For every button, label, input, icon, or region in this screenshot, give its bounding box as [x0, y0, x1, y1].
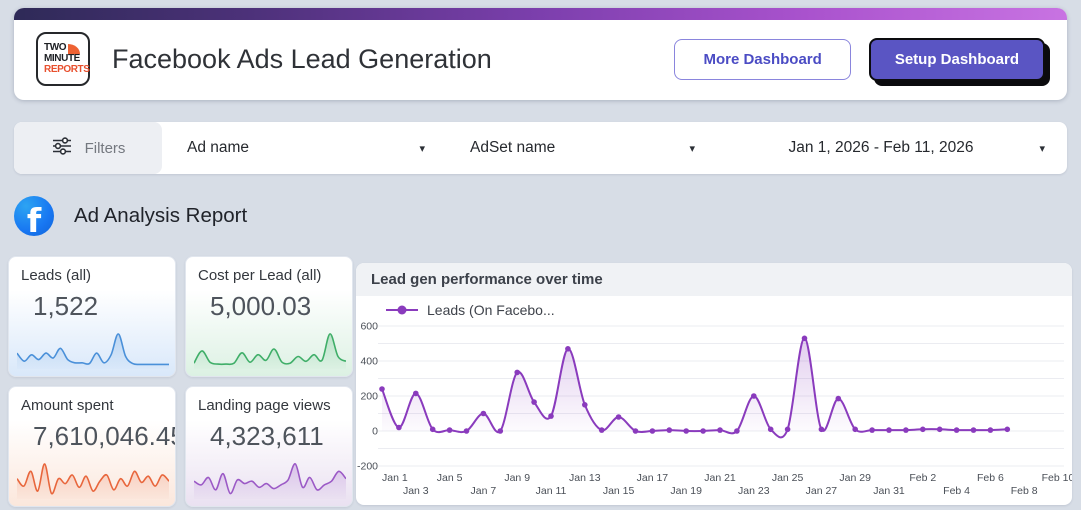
svg-text:Jan 7: Jan 7: [471, 485, 497, 497]
svg-text:200: 200: [360, 391, 378, 403]
leads-sparkline: [17, 333, 169, 369]
svg-text:Feb 8: Feb 8: [1011, 485, 1038, 497]
report-section-header: f Ad Analysis Report: [14, 196, 247, 236]
date-range-value: Jan 1, 2026 - Feb 11, 2026: [788, 139, 974, 156]
kpi-card-landing-page-views: Landing page views 4,323,611: [185, 386, 353, 507]
filter-bar: Filters Ad name ▾ AdSet name ▾ Jan 1, 20…: [14, 122, 1067, 174]
cost-per-lead-sparkline: [194, 333, 346, 369]
logo-text-reports: REPORTS: [44, 63, 90, 75]
chevron-down-icon: ▾: [419, 142, 425, 155]
adset-name-filter-dropdown[interactable]: AdSet name ▾: [470, 139, 695, 157]
logo-text-two: TWO: [44, 41, 67, 53]
svg-text:Jan 27: Jan 27: [806, 485, 838, 497]
svg-text:Jan 17: Jan 17: [637, 472, 669, 484]
svg-text:Jan 13: Jan 13: [569, 472, 601, 484]
logo-quarter-circle-icon: [68, 43, 81, 54]
kpi-value: 5,000.03: [210, 291, 312, 321]
svg-text:Jan 9: Jan 9: [504, 472, 530, 484]
kpi-label: Leads (all): [21, 267, 92, 284]
kpi-grid: Leads (all) 1,522 Cost per Lead (all) 5,…: [8, 256, 353, 507]
filters-label: Filters: [84, 139, 126, 157]
section-title: Ad Analysis Report: [74, 204, 248, 227]
svg-text:Jan 31: Jan 31: [873, 485, 905, 497]
kpi-card-cost-per-lead: Cost per Lead (all) 5,000.03: [185, 256, 353, 377]
svg-text:Feb 2: Feb 2: [909, 472, 936, 484]
svg-text:Jan 23: Jan 23: [738, 485, 770, 497]
logo-text-minute: MINUTE: [44, 52, 80, 64]
two-minute-reports-logo: TWO MINUTE REPORTS: [36, 32, 90, 86]
adset-name-filter-label: AdSet name: [470, 139, 556, 156]
setup-dashboard-button[interactable]: Setup Dashboard: [868, 37, 1045, 81]
lead-gen-chart-card: Lead gen performance over time Leads (On…: [356, 263, 1072, 505]
svg-text:Jan 21: Jan 21: [704, 472, 736, 484]
date-range-picker[interactable]: Jan 1, 2026 - Feb 11, 2026 ▾: [695, 139, 1067, 157]
svg-text:Feb 4: Feb 4: [943, 485, 970, 497]
filters-toggle[interactable]: Filters: [14, 122, 162, 174]
svg-text:Jan 3: Jan 3: [403, 485, 429, 497]
kpi-label: Landing page views: [198, 397, 331, 414]
chart-legend: Leads (On Facebo...: [356, 296, 1072, 318]
svg-text:Feb 10: Feb 10: [1042, 472, 1072, 484]
kpi-label: Amount spent: [21, 397, 114, 414]
svg-text:-200: -200: [357, 461, 378, 473]
chevron-down-icon: ▾: [689, 142, 695, 155]
legend-marker-icon: [386, 305, 418, 314]
chart-title: Lead gen performance over time: [356, 263, 1072, 296]
svg-text:Jan 29: Jan 29: [839, 472, 871, 484]
landing-page-views-sparkline: [194, 463, 346, 499]
svg-text:400: 400: [360, 356, 378, 368]
svg-text:0: 0: [372, 426, 378, 438]
header-gradient-strip: [14, 8, 1067, 20]
legend-label: Leads (On Facebo...: [427, 301, 555, 318]
svg-text:Jan 19: Jan 19: [670, 485, 702, 497]
kpi-card-amount-spent: Amount spent 7,610,046.45: [8, 386, 176, 507]
svg-text:600: 600: [360, 321, 378, 333]
svg-text:Jan 5: Jan 5: [437, 472, 463, 484]
kpi-card-leads: Leads (all) 1,522: [8, 256, 176, 377]
kpi-value: 1,522: [33, 291, 99, 321]
page-title: Facebook Ads Lead Generation: [112, 43, 492, 74]
svg-text:Jan 11: Jan 11: [536, 485, 567, 497]
chevron-down-icon: ▾: [1039, 142, 1045, 155]
ad-name-filter-dropdown[interactable]: Ad name ▾: [187, 139, 425, 157]
svg-text:Jan 15: Jan 15: [603, 485, 635, 497]
header-card: TWO MINUTE REPORTS Facebook Ads Lead Gen…: [14, 8, 1067, 100]
svg-text:Jan 25: Jan 25: [772, 472, 804, 484]
svg-text:Feb 6: Feb 6: [977, 472, 1004, 484]
amount-spent-sparkline: [17, 463, 169, 499]
sliders-icon: [51, 136, 73, 160]
more-dashboard-button[interactable]: More Dashboard: [674, 38, 851, 80]
kpi-value: 4,323,611: [210, 421, 324, 451]
kpi-value: 7,610,046.45: [33, 421, 176, 451]
svg-text:Jan 1: Jan 1: [382, 472, 408, 484]
kpi-label: Cost per Lead (all): [198, 267, 322, 284]
facebook-icon: f: [14, 196, 54, 236]
ad-name-filter-label: Ad name: [187, 139, 250, 156]
